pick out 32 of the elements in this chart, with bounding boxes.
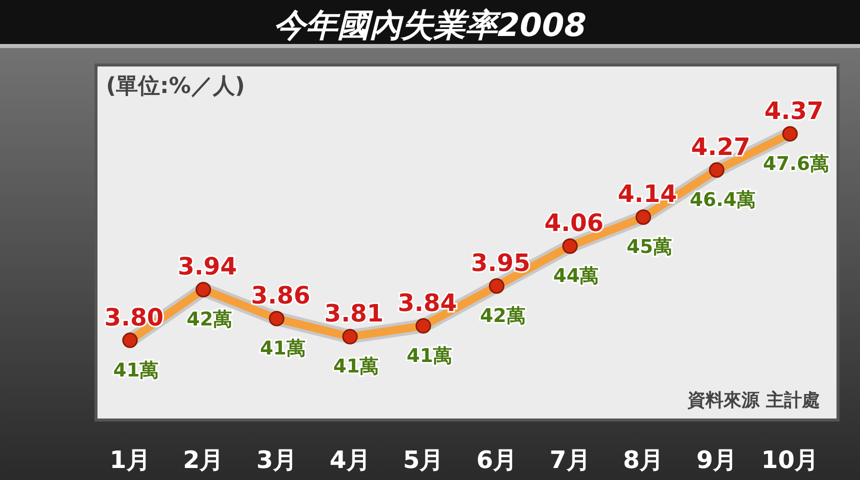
data-label: 4.06 bbox=[544, 209, 604, 238]
data-label: 4.37 bbox=[764, 96, 824, 125]
x-tick-label: 7月 bbox=[550, 446, 590, 474]
annotation: 41萬 bbox=[113, 359, 159, 382]
y-axis-title: (單位:%／人) bbox=[106, 74, 245, 99]
annotation: 45萬 bbox=[626, 236, 672, 258]
data-label: 3.81 bbox=[324, 300, 384, 328]
x-tick-label: 9月 bbox=[696, 446, 738, 474]
annotation: 46.4萬 bbox=[690, 189, 756, 212]
x-tick-label: 10月 bbox=[761, 446, 819, 474]
annotation: 41萬 bbox=[260, 338, 306, 360]
x-tick-label: 4月 bbox=[330, 446, 370, 474]
chart-title: 今年國內失業率2008 bbox=[273, 6, 587, 44]
annotation: 41萬 bbox=[406, 344, 452, 367]
data-label: 3.84 bbox=[398, 288, 457, 317]
annotation: 41萬 bbox=[333, 356, 379, 378]
data-label: 4.14 bbox=[618, 180, 677, 208]
annotation: 42萬 bbox=[480, 304, 526, 327]
x-tick-label: 1月 bbox=[110, 446, 150, 474]
annotation: 42萬 bbox=[186, 308, 232, 331]
annotation: 資料來源 主計處 bbox=[686, 390, 820, 411]
data-label: 3.95 bbox=[471, 248, 530, 277]
annotation: 47.6萬 bbox=[763, 152, 829, 175]
x-tick-label: 6月 bbox=[476, 446, 518, 474]
data-label: 3.94 bbox=[178, 252, 237, 281]
x-tick-label: 2月 bbox=[182, 446, 224, 474]
annotation: 44萬 bbox=[553, 265, 599, 288]
x-tick-label: 3月 bbox=[256, 446, 298, 474]
data-label: 4.27 bbox=[691, 133, 750, 162]
x-tick-label: 5月 bbox=[402, 446, 444, 474]
x-tick-label: 8月 bbox=[622, 446, 664, 474]
data-label: 3.86 bbox=[251, 282, 310, 310]
